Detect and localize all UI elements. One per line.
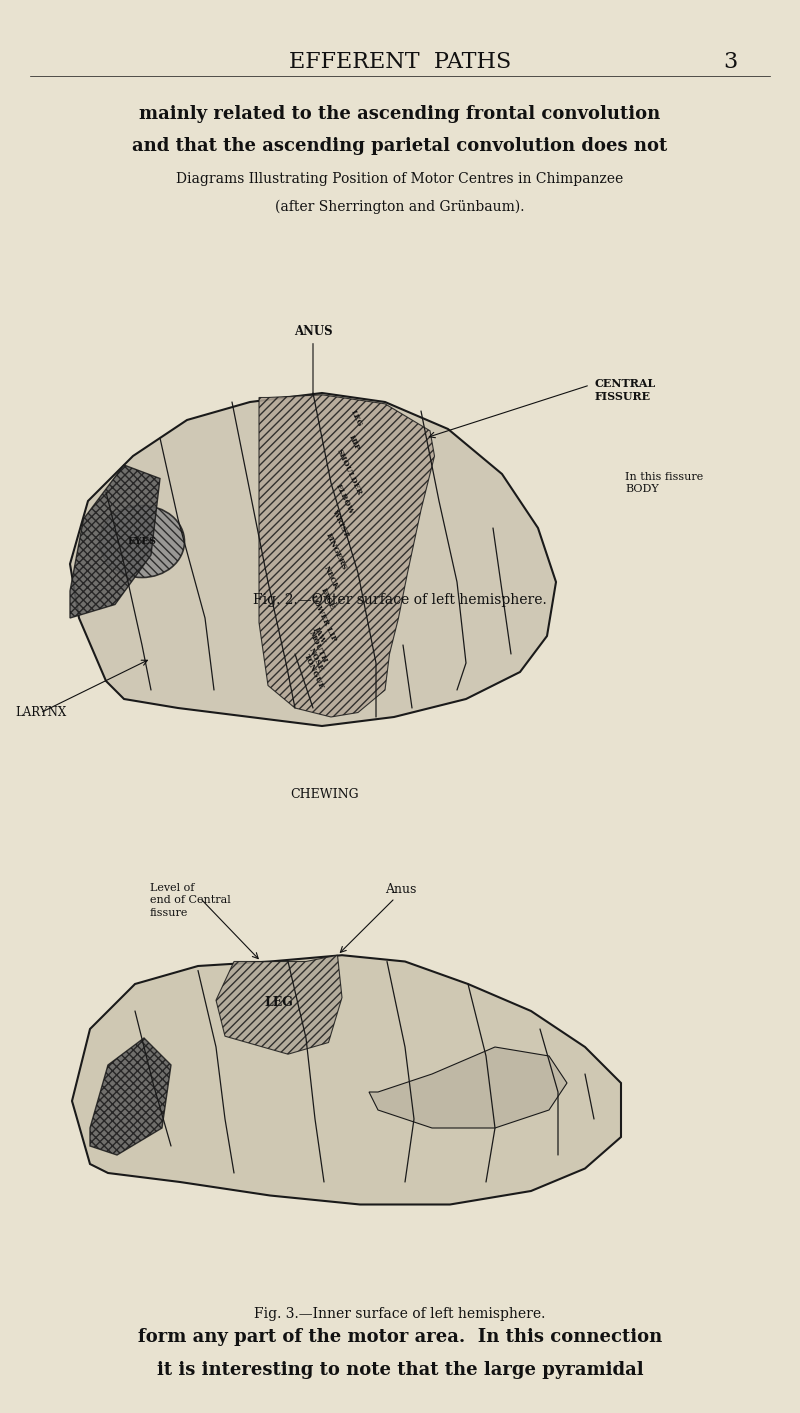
Text: HIP: HIP xyxy=(346,434,361,452)
Text: NOSE: NOSE xyxy=(306,646,325,673)
Polygon shape xyxy=(369,1047,567,1128)
Text: LEG: LEG xyxy=(265,996,294,1009)
Text: WRIST: WRIST xyxy=(330,507,350,538)
Polygon shape xyxy=(70,393,556,726)
Text: it is interesting to note that the large pyramidal: it is interesting to note that the large… xyxy=(157,1361,643,1379)
Text: In this fissure
BODY: In this fissure BODY xyxy=(625,472,703,495)
Text: CENTRAL
FISSURE: CENTRAL FISSURE xyxy=(595,379,656,401)
Text: Anus: Anus xyxy=(385,883,416,896)
Text: Diagrams Illustrating Position of Motor Centres in Chimpanzee: Diagrams Illustrating Position of Motor … xyxy=(176,172,624,187)
Text: CHEWING: CHEWING xyxy=(290,788,359,801)
Polygon shape xyxy=(72,955,621,1204)
Text: and that the ascending parietal convolution does not: and that the ascending parietal convolut… xyxy=(132,137,668,155)
Text: LARYNX: LARYNX xyxy=(15,706,66,719)
Text: Fig. 3.—Inner surface of left hemisphere.: Fig. 3.—Inner surface of left hemisphere… xyxy=(254,1307,546,1321)
Text: form any part of the motor area.  In this connection: form any part of the motor area. In this… xyxy=(138,1328,662,1347)
Text: EFFERENT  PATHS: EFFERENT PATHS xyxy=(289,51,511,73)
Text: LEG: LEG xyxy=(349,408,364,428)
Text: MOUTH: MOUTH xyxy=(306,629,329,664)
Polygon shape xyxy=(216,955,342,1054)
Text: Level of
end of Central
fissure: Level of end of Central fissure xyxy=(150,883,230,918)
Text: ELBOW: ELBOW xyxy=(334,482,355,516)
Text: 3: 3 xyxy=(723,51,737,73)
Text: ANUS: ANUS xyxy=(294,325,332,394)
Text: EYES: EYES xyxy=(127,537,157,545)
Text: LOWER LIP: LOWER LIP xyxy=(310,593,338,643)
Text: FINGERS: FINGERS xyxy=(323,531,348,571)
Text: TONGUE: TONGUE xyxy=(302,653,326,691)
Text: NECK: NECK xyxy=(322,564,340,591)
Text: JAW: JAW xyxy=(313,625,327,644)
Polygon shape xyxy=(70,465,160,617)
Text: mainly related to the ascending frontal convolution: mainly related to the ascending frontal … xyxy=(139,105,661,123)
Text: (after Sherrington and Grünbaum).: (after Sherrington and Grünbaum). xyxy=(275,199,525,213)
Text: SHOULDER: SHOULDER xyxy=(334,448,363,497)
Polygon shape xyxy=(90,1039,171,1154)
Ellipse shape xyxy=(99,506,185,578)
Text: FACE: FACE xyxy=(319,586,336,610)
Text: Fig. 2.—Outer surface of left hemisphere.: Fig. 2.—Outer surface of left hemisphere… xyxy=(253,593,547,608)
Polygon shape xyxy=(259,394,434,716)
